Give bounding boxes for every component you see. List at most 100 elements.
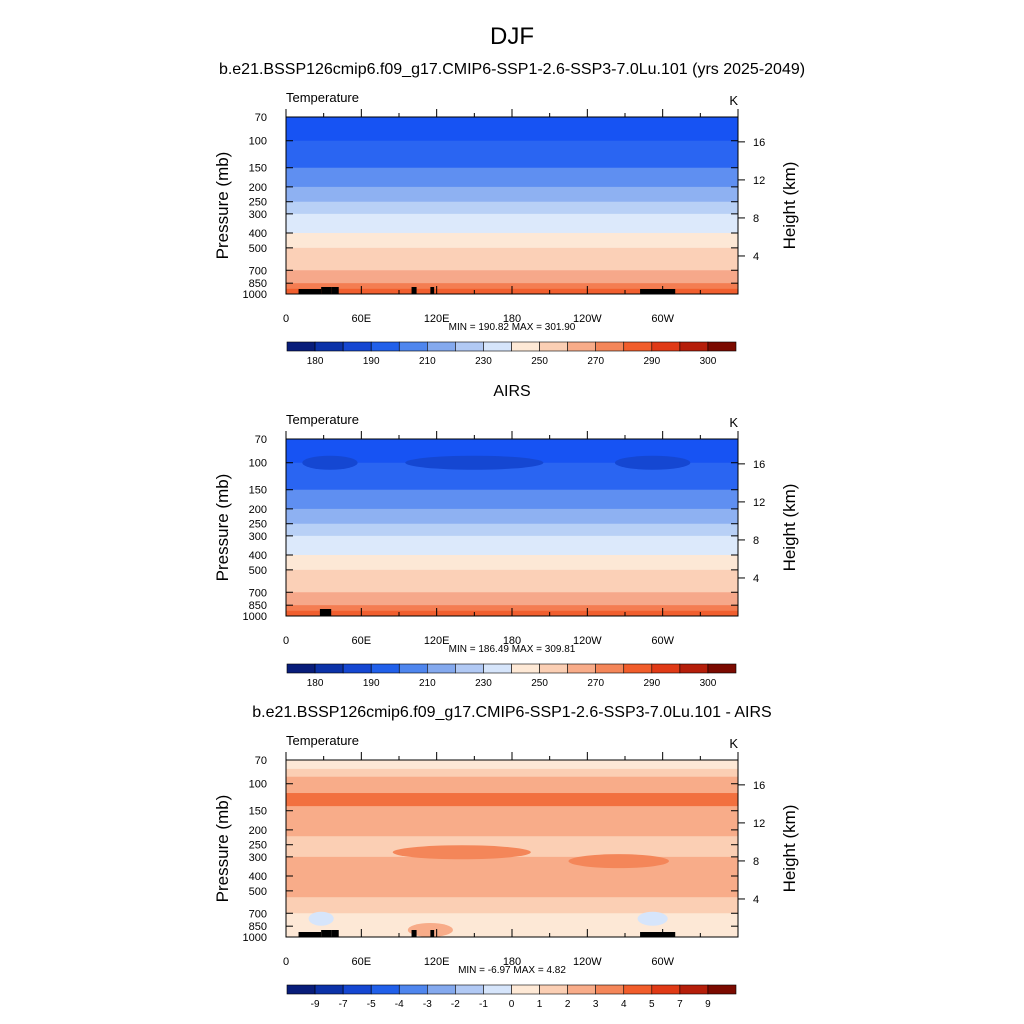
xtick-label: 120E xyxy=(424,313,450,325)
y-axis-label: Pressure (mb) xyxy=(213,474,232,582)
contour-feature xyxy=(308,911,334,926)
ytick-label: 150 xyxy=(249,485,267,497)
colorbar-swatch xyxy=(679,663,709,674)
colorbar-label: -7 xyxy=(339,999,348,1010)
ytick-label: 300 xyxy=(249,209,267,221)
contour-band xyxy=(286,897,738,914)
colorbar-label: 9 xyxy=(705,999,711,1010)
terrain-block xyxy=(321,930,332,937)
colorbar-swatch xyxy=(595,341,625,352)
contour-band xyxy=(286,856,738,877)
colorbar-swatch xyxy=(623,341,653,352)
ytick-label: 150 xyxy=(249,163,267,175)
colorbar-swatch xyxy=(511,341,540,352)
colorbar-swatch xyxy=(455,341,484,352)
xtick-label: 180 xyxy=(503,956,521,968)
colorbar-label: 230 xyxy=(475,678,492,689)
right-axis-label: Height (km) xyxy=(780,484,799,572)
stats-label: MIN = -6.97 MAX = 4.82 xyxy=(458,965,566,976)
contour-band xyxy=(286,760,738,770)
colorbar-label: 210 xyxy=(419,678,436,689)
colorbar-label: 7 xyxy=(677,999,683,1010)
colorbar-label: -4 xyxy=(395,999,404,1010)
ytick-label: 150 xyxy=(249,806,267,818)
ytick-label: 250 xyxy=(249,197,267,209)
contour-band xyxy=(286,270,738,284)
colorbar-label: 210 xyxy=(419,356,436,367)
colorbar: -9 -7 -5 -4 -3 -2 -1 0 1 2 3 4 5 7 9 xyxy=(286,984,737,1010)
contour-band xyxy=(286,247,738,271)
ytick-label: 200 xyxy=(249,504,267,516)
panel-3: b.e21.BSSP126cmip6.f09_g17.CMIP6-SSP1-2.… xyxy=(213,704,799,1010)
contour-field xyxy=(286,439,738,616)
colorbar-swatch xyxy=(398,663,428,674)
colorbar-label: 1 xyxy=(537,999,543,1010)
panels: b.e21.BSSP126cmip6.f09_g17.CMIP6-SSP1-2.… xyxy=(213,61,805,1010)
ytick-label: 400 xyxy=(249,550,267,562)
colorbar-swatch xyxy=(651,663,681,674)
height-tick-label: 4 xyxy=(753,894,759,906)
ytick-label: 300 xyxy=(249,531,267,543)
ytick-label: 100 xyxy=(249,458,267,470)
colorbar-swatch xyxy=(511,663,540,674)
contour-band xyxy=(286,140,738,169)
ytick-label: 850 xyxy=(249,921,267,933)
xtick-label: 60E xyxy=(352,635,372,647)
colorbar-label: 300 xyxy=(700,356,717,367)
ytick-label: 700 xyxy=(249,908,267,920)
contour-feature xyxy=(614,455,691,470)
contour-feature xyxy=(407,922,453,937)
contour-band xyxy=(286,876,738,898)
terrain-block xyxy=(430,930,435,937)
colorbar-label: 300 xyxy=(700,678,717,689)
colorbar-label: 5 xyxy=(649,999,655,1010)
colorbar-swatch xyxy=(707,341,737,352)
height-tick-label: 4 xyxy=(753,251,759,263)
terrain-block xyxy=(321,287,332,294)
colorbar-swatch xyxy=(539,663,568,674)
stats-label: MIN = 190.82 MAX = 301.90 xyxy=(449,322,576,333)
colorbar-swatch xyxy=(539,984,568,995)
colorbar-label: 0 xyxy=(509,999,515,1010)
xtick-label: 60W xyxy=(651,313,674,325)
contour-feature xyxy=(302,455,358,470)
colorbar-swatch xyxy=(651,341,681,352)
ytick-label: 850 xyxy=(249,278,267,290)
contour-band xyxy=(286,201,738,215)
colorbar-swatch xyxy=(483,341,512,352)
contour-feature xyxy=(405,455,544,470)
xtick-label: 60W xyxy=(651,956,674,968)
contour-band xyxy=(286,535,738,556)
colorbar-swatch xyxy=(286,984,316,995)
colorbar-swatch xyxy=(342,341,372,352)
contour-feature xyxy=(568,854,669,869)
xtick-label: 180 xyxy=(503,313,521,325)
height-tick-label: 8 xyxy=(753,213,759,225)
contour-field xyxy=(286,760,738,937)
panel-units-label: K xyxy=(729,415,738,430)
ytick-label: 500 xyxy=(249,243,267,255)
terrain-block xyxy=(411,287,417,294)
colorbar-swatch xyxy=(707,663,737,674)
xtick-label: 0 xyxy=(283,313,289,325)
contour-band xyxy=(286,523,738,537)
colorbar-swatch xyxy=(483,984,512,995)
contour-band xyxy=(286,508,738,525)
colorbar-swatch xyxy=(567,663,596,674)
panel-left-label: Temperature xyxy=(286,90,359,105)
colorbar-swatch xyxy=(539,341,568,352)
ytick-label: 700 xyxy=(249,265,267,277)
y-axis-label: Pressure (mb) xyxy=(213,795,232,903)
colorbar-label: -5 xyxy=(367,999,376,1010)
height-tick-label: 16 xyxy=(753,780,765,792)
ytick-label: 400 xyxy=(249,871,267,883)
colorbar-swatch xyxy=(342,984,372,995)
ytick-label: 400 xyxy=(249,228,267,240)
panel-1: b.e21.BSSP126cmip6.f09_g17.CMIP6-SSP1-2.… xyxy=(213,61,805,367)
colorbar-label: -3 xyxy=(423,999,432,1010)
colorbar-swatch xyxy=(455,663,484,674)
colorbar-swatch xyxy=(511,984,540,995)
colorbar-label: 270 xyxy=(587,678,604,689)
colorbar-label: 290 xyxy=(643,678,660,689)
